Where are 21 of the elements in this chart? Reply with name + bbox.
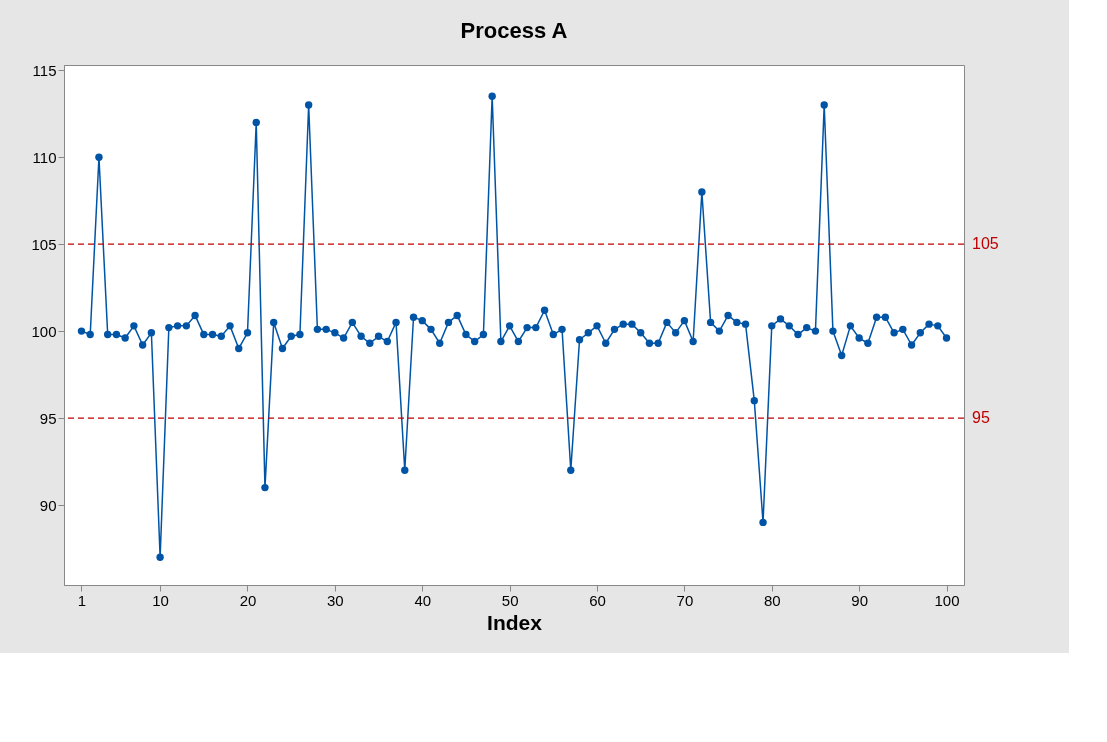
y-tick-label: 105 <box>31 235 57 253</box>
x-tick-label: 70 <box>676 591 694 609</box>
x-tick-label: 90 <box>851 591 868 609</box>
x-axis-title: Index <box>487 610 543 634</box>
x-tick-label: 50 <box>501 591 519 609</box>
y-tick-label: 115 <box>32 61 57 79</box>
ref-line-label: 105 <box>972 235 999 253</box>
x-tick-label: 20 <box>239 591 257 609</box>
y-tick-label: 110 <box>32 148 57 166</box>
y-tick-label: 100 <box>31 322 57 340</box>
x-tick-label: 1 <box>77 591 87 609</box>
x-tick-label: 60 <box>589 591 606 609</box>
x-tick-label: 30 <box>327 591 344 609</box>
y-tick-label: 90 <box>39 496 57 514</box>
chart-title: Process A <box>460 18 568 44</box>
x-tick-label: 10 <box>152 591 169 609</box>
x-tick-label: 80 <box>763 591 781 609</box>
ref-line-label: 95 <box>972 409 990 427</box>
y-tick-label: 95 <box>39 409 57 427</box>
x-tick-label: 40 <box>414 591 432 609</box>
x-tick-label: 100 <box>934 591 960 609</box>
